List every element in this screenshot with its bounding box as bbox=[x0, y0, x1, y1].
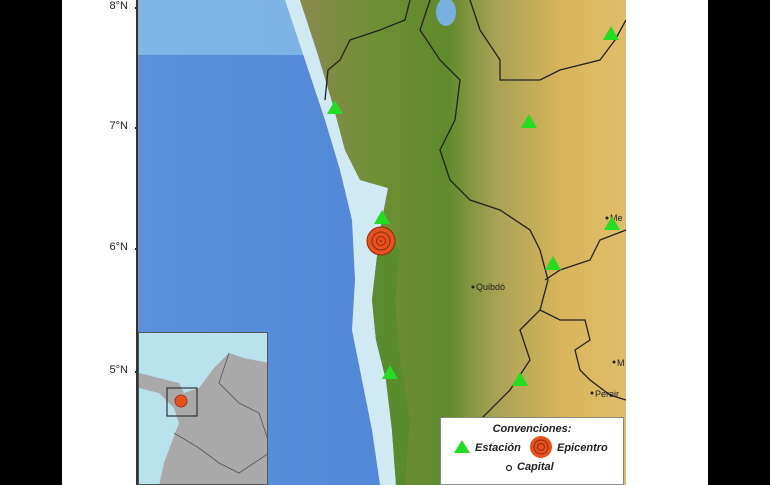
city-dot-pereira bbox=[590, 391, 594, 395]
borders bbox=[324, 0, 626, 441]
coastal-lowland bbox=[372, 230, 410, 485]
legend-station-label: Estación bbox=[475, 442, 521, 454]
capital-dot-icon bbox=[505, 464, 513, 472]
land bbox=[300, 0, 626, 485]
lake bbox=[436, 0, 456, 26]
epicenter-marker[interactable] bbox=[366, 226, 396, 256]
stations bbox=[327, 26, 620, 386]
station-marker[interactable] bbox=[521, 114, 537, 128]
inset-borders bbox=[173, 352, 267, 474]
lat-label-6n: 6°N bbox=[88, 241, 140, 253]
lat-label-8n: 8°N bbox=[88, 0, 140, 12]
city-dot-manizales bbox=[612, 360, 616, 364]
city-markers: Quibdó Me M Pereir bbox=[471, 213, 625, 399]
city-label-pereira: Pereir bbox=[595, 389, 619, 399]
station-marker[interactable] bbox=[374, 210, 390, 224]
city-dot-medellin bbox=[605, 216, 609, 220]
station-marker[interactable] bbox=[327, 100, 343, 114]
station-marker[interactable] bbox=[512, 372, 528, 386]
station-marker[interactable] bbox=[545, 256, 561, 270]
city-dot-quibdo bbox=[471, 285, 475, 289]
station-triangle-icon bbox=[454, 440, 470, 453]
legend-epicenter-label: Epicentro bbox=[557, 442, 608, 454]
lat-label-5n: 5°N bbox=[88, 364, 140, 376]
station-marker[interactable] bbox=[382, 365, 398, 379]
lat-label-7n: 7°N bbox=[88, 120, 140, 132]
map-frame bbox=[136, 0, 138, 485]
city-label-medellin: Me bbox=[610, 213, 623, 223]
inset-land bbox=[139, 353, 267, 484]
inset-area-box bbox=[166, 387, 198, 417]
legend-capital-label: Capital bbox=[517, 461, 554, 473]
city-label-manizales: M bbox=[617, 358, 625, 368]
epicenter-circle-icon bbox=[530, 436, 552, 458]
station-marker[interactable] bbox=[603, 26, 619, 40]
inset-epicenter bbox=[174, 394, 188, 408]
station-marker[interactable] bbox=[604, 216, 620, 230]
legend-title: Convenciones: bbox=[492, 423, 572, 435]
coastal-shelf bbox=[285, 0, 396, 485]
city-label-quibdo: Quibdó bbox=[476, 282, 505, 292]
location-inset-map bbox=[138, 332, 268, 485]
legend: Convenciones: Estación Epicentro Capital bbox=[440, 417, 624, 485]
